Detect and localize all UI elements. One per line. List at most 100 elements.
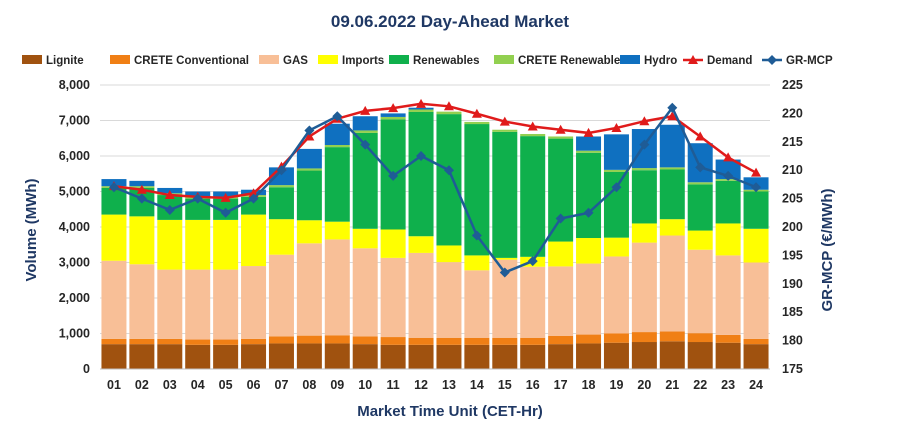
y2-tick-label: 185 xyxy=(782,305,803,319)
bar-crete-renewables xyxy=(464,121,490,125)
bar-crete-renewables xyxy=(352,130,378,133)
lines-group xyxy=(108,98,762,278)
bar-gas xyxy=(715,255,741,335)
y2-tick-label: 225 xyxy=(782,78,803,92)
bar-lignite xyxy=(213,344,239,369)
bar-crete-conventional xyxy=(548,335,574,345)
bar-lignite xyxy=(631,342,657,369)
bar-renewables xyxy=(743,191,769,229)
bar-crete-conventional xyxy=(129,338,155,345)
bar-crete-renewables xyxy=(408,109,434,112)
bar-crete-conventional xyxy=(743,338,769,345)
bar-gas xyxy=(603,256,629,334)
y2-tick-label: 210 xyxy=(782,163,803,177)
legend-label: GAS xyxy=(283,55,308,67)
x-tick-label: 03 xyxy=(163,378,177,392)
y2-tick-label: 180 xyxy=(782,334,803,348)
bar-renewables xyxy=(492,131,518,258)
demand-marker xyxy=(443,101,454,111)
bar-imports xyxy=(324,221,350,240)
demand-marker xyxy=(555,124,566,134)
legend-label: CRETE Conventional xyxy=(134,55,249,67)
mcp-marker xyxy=(136,193,147,204)
bar-gas xyxy=(743,262,769,339)
bar-crete-conventional xyxy=(631,332,657,343)
bar-crete-renewables xyxy=(687,182,713,185)
demand-marker xyxy=(304,131,315,141)
bar-gas xyxy=(687,249,713,334)
bar-lignite xyxy=(436,344,462,369)
bar-gas xyxy=(101,260,127,339)
bar-renewables xyxy=(436,114,462,246)
y2-tick-label: 205 xyxy=(782,192,803,206)
demand-marker xyxy=(751,167,762,177)
bar-renewables xyxy=(631,170,657,224)
x-tick-label: 05 xyxy=(219,378,233,392)
mcp-marker xyxy=(164,204,175,215)
bar-crete-renewables xyxy=(296,168,322,171)
x-tick-label: 02 xyxy=(135,378,149,392)
demand-marker xyxy=(499,116,510,126)
x-tick-label: 01 xyxy=(107,378,121,392)
bar-crete-renewables xyxy=(324,144,350,148)
demand-marker xyxy=(164,190,175,200)
mcp-marker xyxy=(248,193,259,204)
bar-crete-conventional xyxy=(241,338,267,345)
bar-imports xyxy=(436,245,462,263)
mcp-marker xyxy=(695,162,706,173)
legend-swatch xyxy=(389,55,409,64)
bar-gas xyxy=(548,266,574,336)
gridlines xyxy=(100,84,770,334)
demand-marker xyxy=(527,121,538,131)
bar-renewables xyxy=(603,171,629,238)
bar-lignite xyxy=(185,344,211,369)
bar-lignite xyxy=(520,344,546,369)
bar-gas xyxy=(324,239,350,336)
bar-gas xyxy=(464,270,490,338)
bar-imports xyxy=(352,228,378,249)
bar-imports xyxy=(659,219,685,236)
bar-lignite xyxy=(464,344,490,369)
bar-crete-conventional xyxy=(352,336,378,345)
bar-imports xyxy=(631,223,657,243)
x-tick-label: 06 xyxy=(247,378,261,392)
x-tick-label: 10 xyxy=(358,378,372,392)
bar-imports xyxy=(380,229,406,258)
legend-label: CRETE Renewables xyxy=(518,55,627,67)
bar-renewables xyxy=(520,136,546,257)
legend: Lignite CRETE Conventional GAS Imports Renew… xyxy=(22,55,833,67)
demand-line xyxy=(113,102,757,200)
bar-imports xyxy=(213,219,239,270)
chart-title: 09.06.2022 Day-Ahead Market xyxy=(331,12,569,31)
bar-lignite xyxy=(548,344,574,369)
bar-crete-conventional xyxy=(576,334,602,344)
bar-gas xyxy=(268,254,294,337)
demand-marker xyxy=(220,192,231,202)
bar-crete-renewables xyxy=(659,167,685,170)
y2-axis-title: GR-MCP (€/MWh) xyxy=(819,188,836,311)
bar-crete-renewables xyxy=(268,185,294,188)
x-tick-label: 19 xyxy=(610,378,624,392)
demand-marker xyxy=(639,116,650,126)
bar-lignite xyxy=(157,344,183,369)
demand-marker xyxy=(667,111,678,121)
bar-gas xyxy=(185,269,211,340)
x-tick-label: 16 xyxy=(526,378,540,392)
bar-imports xyxy=(408,236,434,253)
bar-hydro xyxy=(352,116,378,131)
bar-crete-conventional xyxy=(603,333,629,343)
legend-swatch xyxy=(318,55,338,64)
legend-marker xyxy=(767,55,777,65)
mcp-marker xyxy=(611,182,622,193)
bar-crete-renewables xyxy=(492,129,518,132)
y-tick-label: 5,000 xyxy=(59,185,90,199)
mcp-marker xyxy=(276,165,287,176)
bar-lignite xyxy=(492,344,518,369)
bar-lignite xyxy=(743,344,769,369)
bar-renewables xyxy=(101,187,127,215)
axes: 0 1,000 2,000 3,000 4,000 5,000 6,000 7,000 8,00… xyxy=(59,78,803,392)
bar-renewables xyxy=(324,147,350,222)
bar-imports xyxy=(268,219,294,255)
mcp-marker xyxy=(723,170,734,181)
bar-imports xyxy=(129,216,155,265)
